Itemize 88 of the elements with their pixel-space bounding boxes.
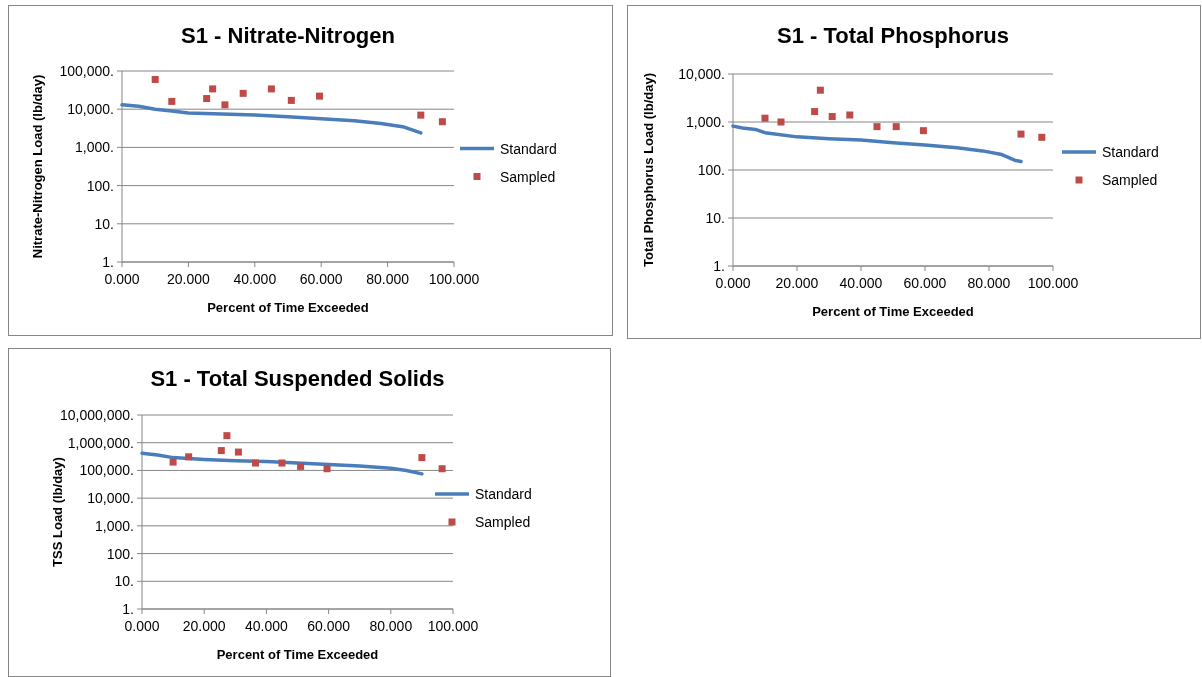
y-tick-label: 100. xyxy=(86,177,114,194)
legend-label: Standard xyxy=(500,140,557,157)
y-tick-label: 10,000,000. xyxy=(60,407,134,423)
point xyxy=(919,127,927,135)
point xyxy=(1038,133,1046,141)
y-axis-title: TSS Load (lb/day) xyxy=(50,457,65,567)
y-axis-title: Total Phosphorus Load (lb/day) xyxy=(641,72,656,268)
point xyxy=(217,447,225,455)
x-tick-label: 100.000 xyxy=(1027,275,1079,291)
point xyxy=(239,89,247,97)
point xyxy=(811,108,819,116)
y-tick-label: 100. xyxy=(697,162,725,178)
legend-label: Sampled xyxy=(1102,172,1158,188)
chart-title: S1 - Total Phosphorus xyxy=(777,23,1009,48)
x-axis-title: Percent of Time Exceeded xyxy=(812,304,974,319)
y-tick-label: 100,000. xyxy=(59,63,114,79)
point xyxy=(209,85,217,93)
point xyxy=(252,459,260,467)
point xyxy=(761,114,769,122)
point xyxy=(203,95,211,103)
legend-label: Standard xyxy=(475,486,532,502)
point xyxy=(221,101,229,109)
point xyxy=(892,123,900,131)
point xyxy=(169,458,177,466)
x-tick-label: 20.000 xyxy=(166,271,211,287)
point xyxy=(1017,130,1025,138)
point xyxy=(418,454,426,462)
y-tick-label: 10,000. xyxy=(87,490,134,507)
legend-label: Standard xyxy=(1102,144,1159,160)
line-series xyxy=(140,451,424,476)
point xyxy=(297,462,305,470)
x-axis-title: Percent of Time Exceeded xyxy=(207,300,369,315)
x-tick-label: 100.000 xyxy=(428,271,480,287)
chart-title: S1 - Total Suspended Solids xyxy=(150,366,445,391)
y-tick-label: 10. xyxy=(114,573,134,590)
point xyxy=(287,96,295,104)
x-tick-label: 20.000 xyxy=(775,275,819,291)
x-tick-label: 80.000 xyxy=(366,271,410,287)
x-tick-label: 0.000 xyxy=(124,618,160,634)
y-tick-label: 1. xyxy=(122,601,134,617)
x-tick-label: 60.000 xyxy=(307,618,351,634)
y-tick-label: 100. xyxy=(106,545,134,562)
point xyxy=(777,118,785,126)
point xyxy=(234,448,242,456)
x-tick-label: 0.000 xyxy=(104,271,140,287)
y-tick-label: 10,000. xyxy=(678,66,725,82)
legend-label: Sampled xyxy=(500,168,556,185)
y-axis-title: Nitrate-Nitrogen Load (lb/day) xyxy=(30,74,45,259)
y-tick-label: 1,000,000. xyxy=(67,434,134,451)
line-series xyxy=(731,124,1023,164)
x-tick-label: 80.000 xyxy=(967,275,1011,291)
point xyxy=(267,85,275,93)
x-tick-label: 40.000 xyxy=(233,271,277,287)
point xyxy=(278,459,286,467)
y-tick-label: 1,000. xyxy=(75,139,114,156)
y-tick-label: 10,000. xyxy=(67,101,114,118)
point xyxy=(151,75,159,83)
x-tick-label: 60.000 xyxy=(299,271,343,287)
x-tick-label: 20.000 xyxy=(182,618,226,634)
y-tick-label: 1,000. xyxy=(95,517,134,534)
point xyxy=(185,453,193,461)
point xyxy=(168,97,176,105)
point xyxy=(223,432,231,440)
legend-label: Sampled xyxy=(475,514,531,530)
x-tick-label: 60.000 xyxy=(903,275,947,291)
y-tick-label: 10. xyxy=(705,210,725,226)
point xyxy=(417,111,425,119)
point xyxy=(828,113,836,121)
point xyxy=(873,123,881,131)
y-tick-label: 1. xyxy=(102,254,114,270)
x-tick-label: 0.000 xyxy=(715,275,751,291)
y-tick-label: 10. xyxy=(94,215,114,232)
point xyxy=(816,86,824,94)
x-tick-label: 40.000 xyxy=(244,618,289,634)
point xyxy=(846,111,854,119)
y-tick-label: 1. xyxy=(713,258,725,274)
x-tick-label: 40.000 xyxy=(839,275,883,291)
point xyxy=(438,118,446,126)
point xyxy=(323,465,331,473)
y-tick-label: 1,000. xyxy=(686,114,725,130)
y-tick-label: 100,000. xyxy=(79,462,134,479)
line-series xyxy=(120,103,423,135)
x-tick-label: 100.000 xyxy=(427,618,479,634)
point xyxy=(438,465,446,473)
chart-title: S1 - Nitrate-Nitrogen xyxy=(181,23,395,48)
x-tick-label: 80.000 xyxy=(369,618,413,634)
point xyxy=(316,92,324,100)
x-axis-title: Percent of Time Exceeded xyxy=(216,647,379,662)
